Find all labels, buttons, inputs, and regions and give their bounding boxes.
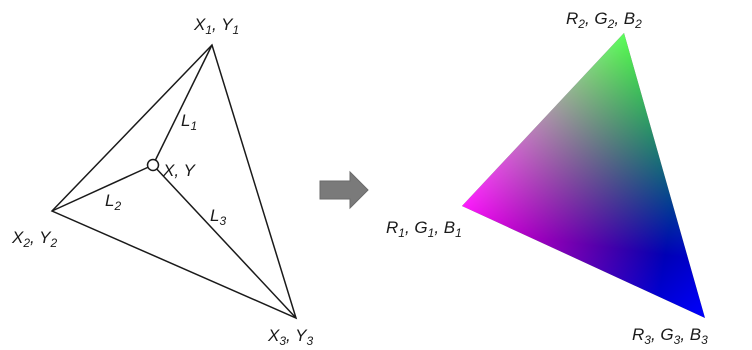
left-triangle-diagram: X1, Y1 X2, Y2 X3, Y3 X, Y L1 L2 L3 [11, 15, 314, 348]
length-l1-label: L1 [181, 111, 197, 133]
vertex-3-label: X3, Y3 [267, 326, 314, 348]
right-arrow-icon [319, 170, 369, 210]
vertex-1-label: X1, Y1 [193, 15, 239, 37]
rgb-vertex-2-label: R2, G2, B2 [566, 9, 642, 31]
line-l2 [51, 164, 154, 212]
line-l3 [152, 164, 297, 319]
outer-triangle [50, 43, 298, 320]
color-gradient-triangle: R1, G1, B1 R2, G2, B2 R3, G3, B3 [386, 9, 708, 347]
rgb-vertex-1-label: R1, G1, B1 [386, 218, 462, 240]
center-point [146, 158, 160, 172]
length-l2-label: L2 [105, 191, 121, 213]
center-point-label: X, Y [162, 161, 196, 180]
line-l1 [152, 44, 213, 166]
length-l3-label: L3 [210, 206, 226, 228]
rgb-vertex-3-label: R3, G3, B3 [632, 325, 708, 347]
vertex-2-label: X2, Y2 [11, 228, 58, 250]
